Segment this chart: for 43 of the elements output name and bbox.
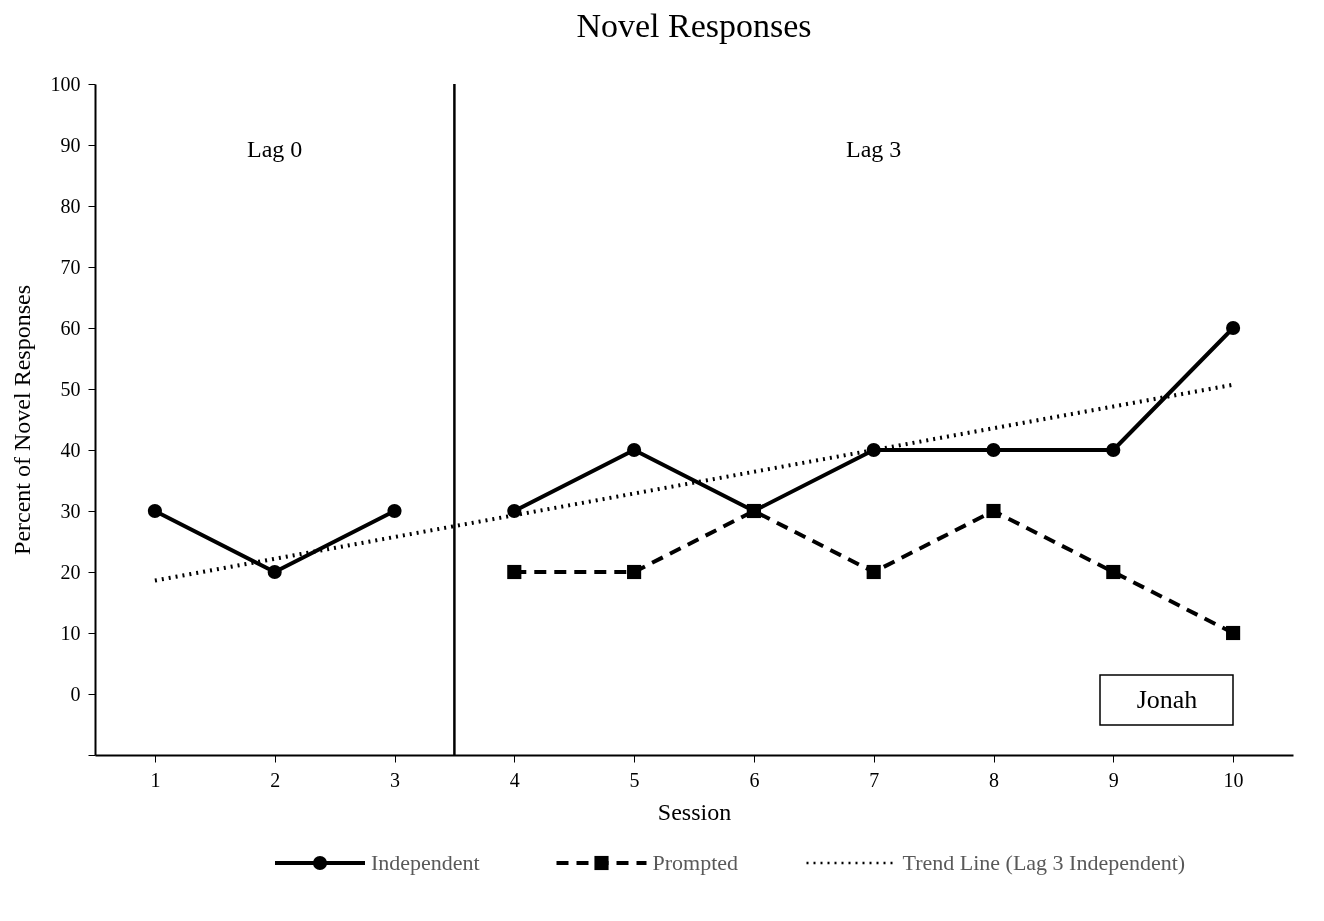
point	[866, 442, 881, 458]
x-tick-label: 4	[509, 768, 520, 791]
x-tick-label: 10	[1223, 768, 1244, 791]
point	[866, 564, 881, 580]
point	[986, 503, 1001, 519]
x-tick-label: 3	[390, 768, 400, 791]
point	[627, 442, 642, 458]
y-tick-label: 60	[60, 316, 81, 339]
y-axis-title: Percent of Novel Responses	[8, 285, 35, 555]
y-tick-label: 40	[60, 438, 81, 461]
legend-label: Independent	[371, 850, 480, 875]
y-tick-label: 70	[60, 255, 81, 278]
x-tick-label: 2	[270, 768, 281, 791]
point	[1106, 564, 1121, 580]
y-tick-label: 0	[70, 682, 81, 705]
point	[1226, 320, 1241, 336]
legend-label: Prompted	[652, 850, 739, 875]
annotation: Jonah	[1136, 685, 1198, 714]
y-tick-label: 10	[60, 621, 81, 644]
x-tick-label: 6	[749, 768, 760, 791]
point	[507, 503, 522, 519]
x-tick-label: 9	[1108, 768, 1119, 791]
point	[1226, 625, 1241, 641]
annotation: Lag 0	[247, 136, 303, 162]
legend-label: Trend Line (Lag 3 Independent)	[902, 850, 1186, 875]
x-tick-label: 5	[629, 768, 640, 791]
point	[746, 503, 761, 519]
chart-title: Novel Responses	[576, 7, 812, 44]
x-tick-label: 1	[150, 768, 161, 791]
annotation: Lag 3	[846, 136, 902, 162]
point	[1106, 442, 1121, 458]
point	[627, 564, 642, 580]
y-tick-label: 30	[60, 499, 81, 522]
y-tick-label: 50	[60, 377, 81, 400]
x-axis-title: Session	[657, 798, 732, 825]
point	[507, 564, 522, 580]
x-tick-label: 8	[989, 768, 999, 791]
y-tick-label: 80	[60, 194, 81, 217]
y-tick-label: 90	[60, 133, 81, 156]
point	[986, 442, 1001, 458]
x-tick-label: 7	[869, 768, 880, 791]
y-tick-label: 20	[60, 560, 81, 583]
y-tick-label: 100	[50, 72, 81, 95]
